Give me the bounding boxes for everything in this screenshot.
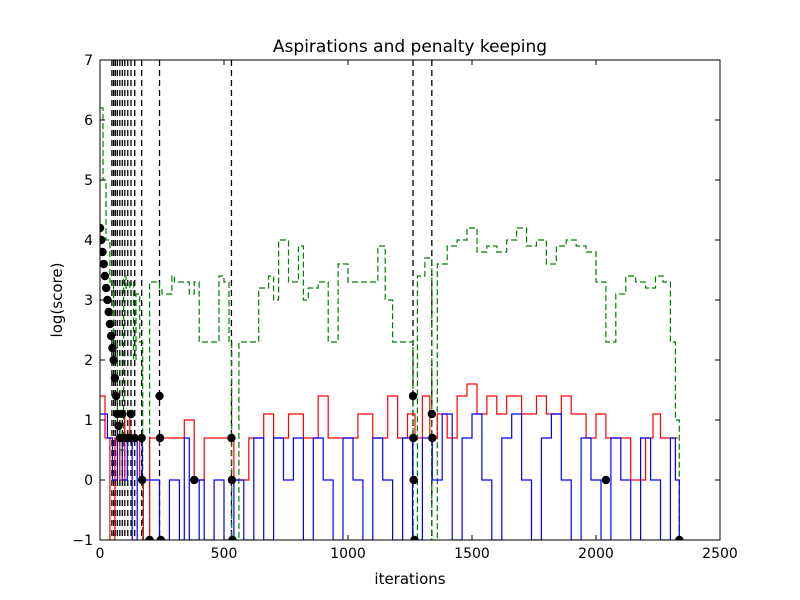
x-tick-label: 2000 xyxy=(578,546,614,562)
y-tick-label: −1 xyxy=(72,533,93,549)
plot-area xyxy=(100,60,684,540)
data-point-marker xyxy=(103,295,112,305)
x-tick-label: 1000 xyxy=(330,546,366,562)
data-point-marker xyxy=(156,535,165,540)
x-tick-label: 500 xyxy=(211,546,238,562)
series-line-3 xyxy=(100,413,680,540)
data-point-marker xyxy=(408,391,418,401)
data-point-marker xyxy=(106,331,116,341)
data-point-marker xyxy=(155,391,164,401)
data-point-marker xyxy=(111,391,121,401)
data-point-marker xyxy=(100,247,107,257)
y-tick-label: 5 xyxy=(84,173,93,189)
data-point-marker xyxy=(137,433,146,443)
data-point-marker xyxy=(102,283,111,293)
data-point-marker xyxy=(409,433,418,443)
y-tick-label: 0 xyxy=(84,473,93,489)
x-tick-label: 0 xyxy=(96,546,105,562)
data-point-marker xyxy=(155,433,165,443)
data-point-marker xyxy=(675,535,684,540)
data-point-marker xyxy=(145,535,154,540)
data-point-marker xyxy=(428,433,437,443)
x-tick-label: 1500 xyxy=(454,546,490,562)
y-tick-label: 7 xyxy=(84,53,93,69)
data-point-marker xyxy=(104,307,113,317)
data-point-marker xyxy=(228,535,237,540)
data-point-marker xyxy=(190,475,199,485)
y-axis-label: log(score) xyxy=(48,263,66,338)
data-point-marker xyxy=(100,259,108,269)
data-point-marker xyxy=(137,475,147,485)
data-point-marker xyxy=(100,223,105,233)
data-point-marker xyxy=(114,421,123,431)
x-tick-label: 2500 xyxy=(702,546,738,562)
series-line-2 xyxy=(100,383,678,540)
data-point-marker xyxy=(100,271,110,281)
x-axis-label: iterations xyxy=(374,570,445,588)
chart-title: Aspirations and penalty keeping xyxy=(273,37,547,57)
y-tick-label: 6 xyxy=(84,113,93,129)
data-point-marker xyxy=(601,475,611,485)
y-tick-label: 3 xyxy=(84,293,93,309)
data-point-marker xyxy=(109,355,118,365)
data-point-marker xyxy=(118,409,127,419)
series-line-1 xyxy=(100,107,680,540)
data-point-marker xyxy=(105,319,115,329)
data-point-marker xyxy=(409,475,418,485)
y-tick-label: 4 xyxy=(84,233,93,249)
data-point-marker xyxy=(227,433,236,443)
data-point-marker xyxy=(108,343,117,353)
data-point-marker xyxy=(227,475,237,485)
data-point-marker xyxy=(427,409,437,419)
data-point-marker xyxy=(126,409,136,419)
data-point-marker xyxy=(130,433,139,443)
y-tick-label: 2 xyxy=(84,353,93,369)
y-tick-label: 1 xyxy=(84,413,93,429)
data-point-marker xyxy=(410,535,419,540)
data-point-marker xyxy=(110,373,120,383)
